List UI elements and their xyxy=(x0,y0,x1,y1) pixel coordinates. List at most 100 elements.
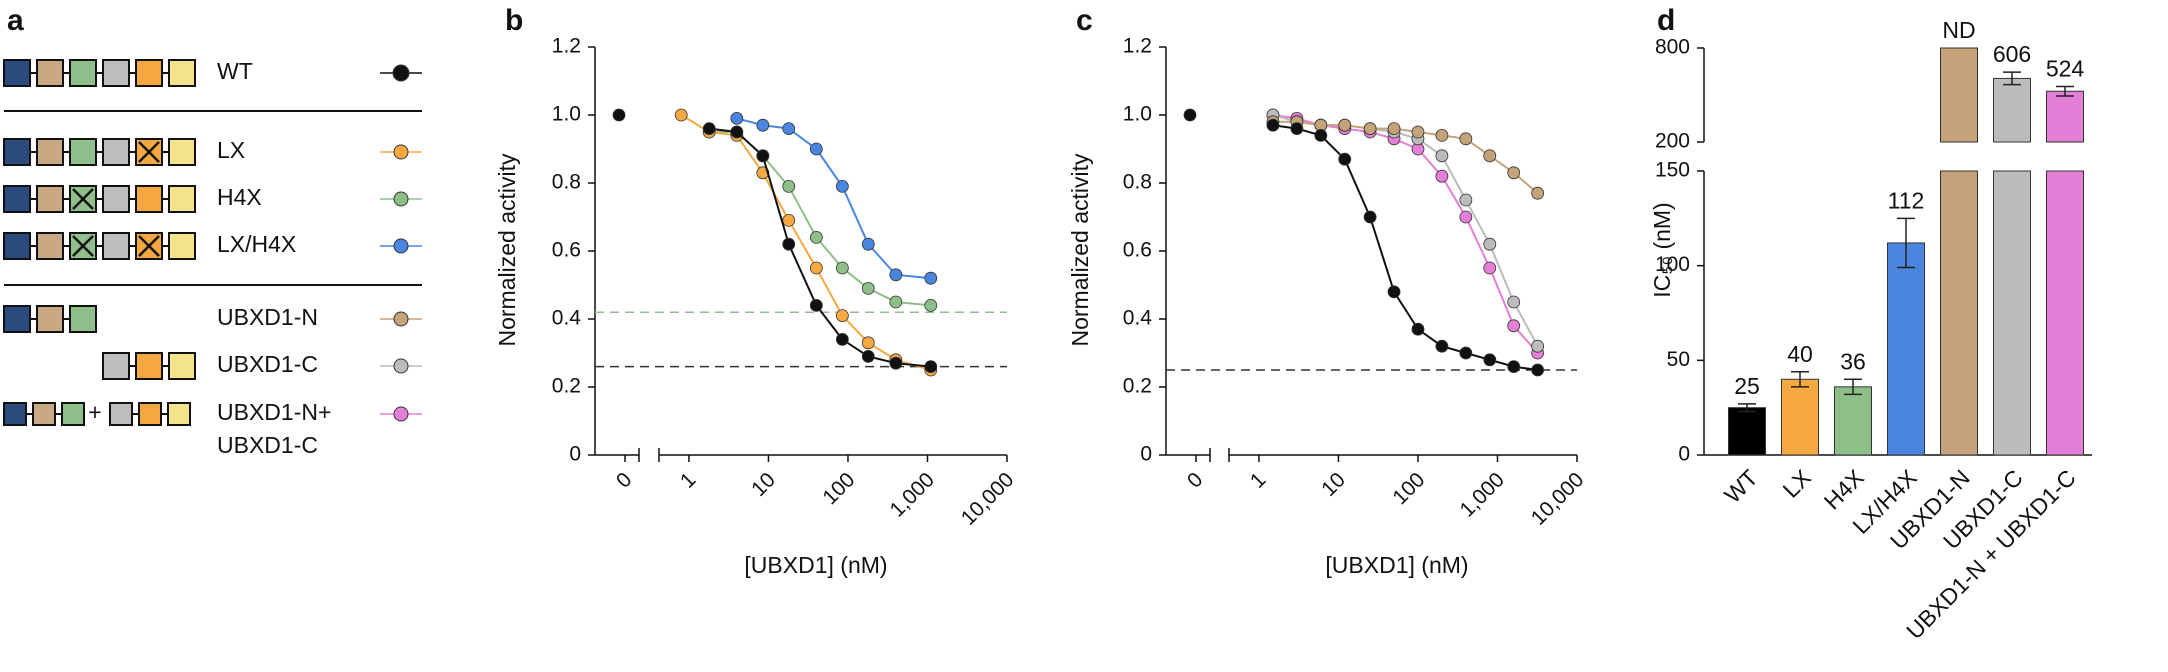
data-point xyxy=(756,118,770,132)
x-tick-label: 1 xyxy=(1246,468,1271,493)
data-point xyxy=(782,213,796,227)
data-point xyxy=(1531,186,1545,200)
data-point xyxy=(1459,193,1473,207)
domain-box xyxy=(36,232,64,260)
x-tick-label: 100 xyxy=(818,468,859,509)
value-label: 40 xyxy=(1787,341,1813,367)
panel-letter: b xyxy=(505,4,523,37)
domain-box xyxy=(135,185,163,213)
y-tick-label: 0.8 xyxy=(552,171,581,194)
domain-box xyxy=(168,185,196,213)
panel-letter: a xyxy=(7,4,24,37)
cross xyxy=(138,235,160,257)
domain-box xyxy=(168,59,196,87)
y-tick-label: 0.6 xyxy=(1123,239,1152,262)
nd-bar xyxy=(1940,47,1978,143)
fit-curve xyxy=(1272,114,1539,354)
data-point xyxy=(1507,319,1521,333)
legend-label: WT xyxy=(217,58,253,84)
data-point xyxy=(1435,169,1449,183)
bar xyxy=(2046,90,2084,143)
value-label: 25 xyxy=(1734,373,1760,399)
fit-curve xyxy=(680,114,932,371)
domain-box xyxy=(32,402,56,426)
legend-marker xyxy=(393,358,409,374)
data-point xyxy=(809,298,823,312)
y-axis-label: IC₅₀ (nM) xyxy=(1649,202,1675,297)
y-tick-label: 150 xyxy=(1655,159,1690,182)
bar xyxy=(1993,170,2031,456)
fit-curve xyxy=(709,127,931,368)
data-point xyxy=(809,261,823,275)
domain-box xyxy=(168,138,196,166)
y-tick-label: 200 xyxy=(1655,130,1690,153)
value-label: ND xyxy=(1942,17,1975,43)
legend-label: H4X xyxy=(217,184,262,210)
domain-box xyxy=(61,402,85,426)
value-label: 36 xyxy=(1840,348,1866,374)
bar xyxy=(1728,407,1766,456)
domain-box xyxy=(36,185,64,213)
data-point xyxy=(1507,166,1521,180)
y-tick-label: 0 xyxy=(1678,443,1690,466)
bar xyxy=(1887,242,1925,456)
value-label: 112 xyxy=(1888,187,1925,213)
data-point xyxy=(835,332,849,346)
data-point xyxy=(924,298,938,312)
cross xyxy=(72,235,94,257)
data-point xyxy=(782,122,796,136)
data-point xyxy=(861,336,875,350)
legend-marker xyxy=(393,238,409,254)
x-tick-label: WT xyxy=(1719,464,1763,508)
cross xyxy=(72,188,94,210)
legend-marker xyxy=(393,191,409,207)
legend-marker xyxy=(393,144,409,160)
fit-curve xyxy=(736,117,931,280)
y-tick-label: 0 xyxy=(1140,443,1152,466)
x-axis-label: [UBXD1] (nM) xyxy=(1325,552,1468,578)
domain-box xyxy=(102,232,130,260)
domain-box xyxy=(168,352,196,380)
panel-letter: d xyxy=(1657,4,1675,37)
data-point xyxy=(1411,322,1425,336)
data-point xyxy=(835,261,849,275)
data-point xyxy=(1483,149,1497,163)
domain-box xyxy=(138,402,162,426)
data-point xyxy=(782,237,796,251)
data-point xyxy=(1507,360,1521,374)
data-point xyxy=(861,349,875,363)
domain-box xyxy=(3,305,31,333)
domain-box xyxy=(3,232,31,260)
data-point xyxy=(889,356,903,370)
x-tick-label: 100 xyxy=(1388,468,1429,509)
bar xyxy=(1781,378,1819,456)
legend-label: UBXD1-N+ xyxy=(217,399,331,425)
y-tick-label: 0 xyxy=(569,443,581,466)
x-tick-label: 1,000 xyxy=(1456,468,1509,521)
data-point xyxy=(1483,237,1497,251)
data-point xyxy=(1459,132,1473,146)
y-tick-label: 100 xyxy=(1655,253,1690,276)
data-point xyxy=(1266,118,1280,132)
domain-box xyxy=(135,352,163,380)
y-tick-label: 0.8 xyxy=(1123,171,1152,194)
bar xyxy=(1834,386,1872,456)
legend-marker xyxy=(393,406,409,422)
join-sign: + xyxy=(88,399,101,425)
y-tick-label: 50 xyxy=(1667,348,1690,371)
y-axis-label: Normalized activity xyxy=(1067,153,1093,346)
y-tick-label: 1.2 xyxy=(552,35,581,58)
data-point xyxy=(889,295,903,309)
domain-box xyxy=(102,138,130,166)
domain-box xyxy=(69,138,97,166)
data-point xyxy=(861,237,875,251)
value-label: 524 xyxy=(2046,56,2085,82)
data-point xyxy=(1459,346,1473,360)
data-point xyxy=(1363,210,1377,224)
legend-label: UBXD1-C xyxy=(217,432,318,458)
domain-box xyxy=(3,138,31,166)
data-point xyxy=(1363,122,1377,136)
legend-marker xyxy=(393,311,409,327)
x-tick-label: 0 xyxy=(612,468,637,493)
y-tick-label: 1.2 xyxy=(1123,35,1152,58)
